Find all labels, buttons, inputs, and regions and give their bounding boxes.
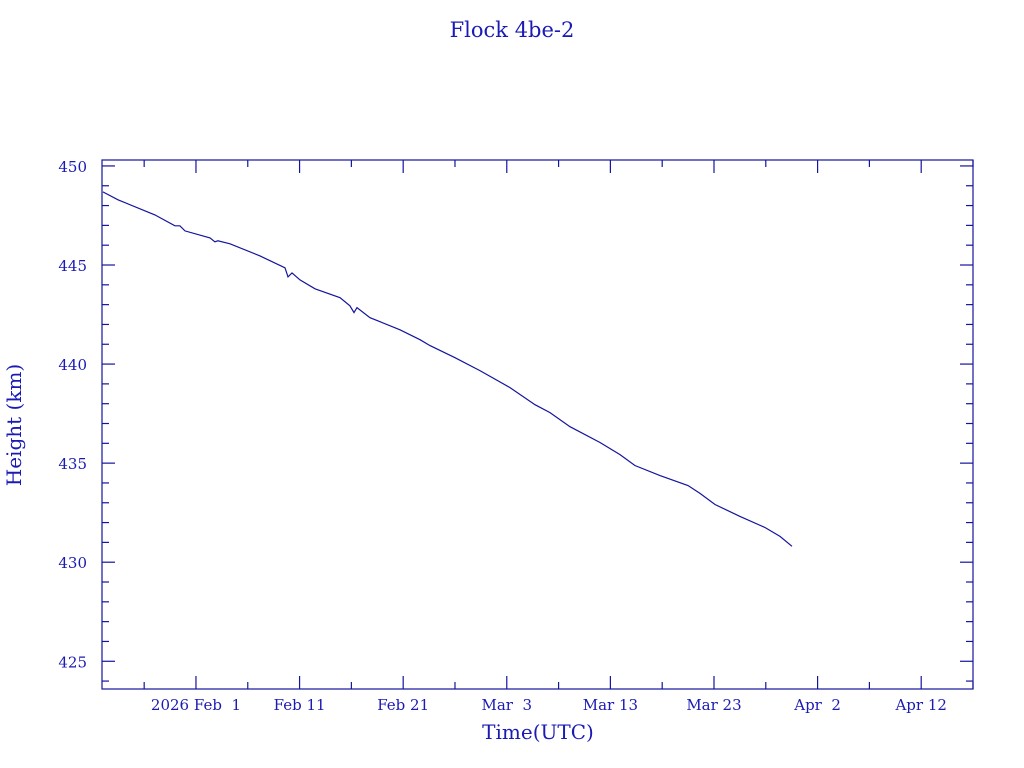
x-tick-label: Mar 13 — [583, 696, 638, 714]
chart-title: Flock 4be-2 — [450, 18, 575, 42]
x-tick-label: Apr 12 — [894, 696, 946, 714]
y-tick-labels: 425 430 435 440 445 450 — [58, 158, 87, 671]
y-tick-label: 445 — [58, 257, 87, 275]
x-tick-label: Mar 3 — [482, 696, 533, 714]
y-tick-label: 425 — [58, 653, 87, 671]
height-series-line — [102, 191, 793, 547]
y-axis-title: Height (km) — [2, 364, 26, 486]
y-tick-label: 435 — [58, 455, 87, 473]
x-tick-labels: 2026 Feb 1 Feb 11 Feb 21 Mar 3 Mar 13 Mar 23 A… — [151, 696, 947, 714]
y-tick-label: 430 — [58, 554, 87, 572]
axis-ticks — [102, 160, 974, 689]
y-tick-label: 450 — [58, 158, 87, 176]
plot-frame — [101, 159, 974, 690]
x-tick-label: Apr 2 — [793, 696, 841, 714]
x-tick-label: Mar 23 — [686, 696, 741, 714]
x-tick-label: 2026 Feb 1 — [151, 696, 241, 714]
x-tick-label: Feb 11 — [274, 696, 326, 714]
y-tick-label: 440 — [58, 356, 87, 374]
x-tick-label: Feb 21 — [377, 696, 429, 714]
x-axis-title: Time(UTC) — [482, 720, 594, 744]
